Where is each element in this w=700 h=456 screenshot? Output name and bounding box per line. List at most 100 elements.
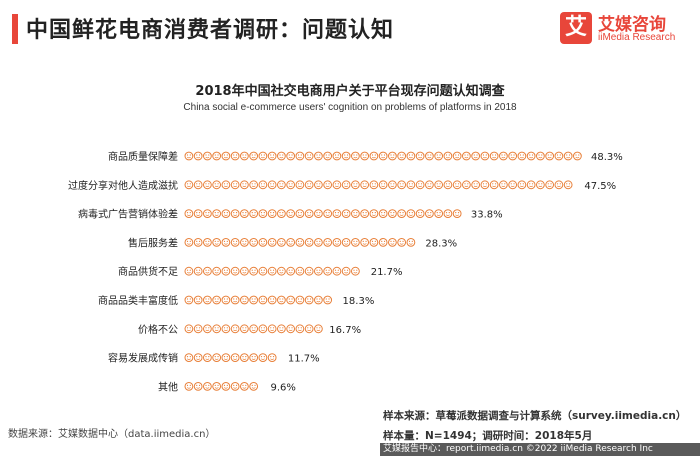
smiley-icon	[415, 180, 425, 190]
smiley-icon	[230, 266, 240, 276]
category-label: 商品质量保障差	[108, 150, 178, 163]
smiley-icon	[267, 266, 277, 276]
smiley-icon	[212, 382, 222, 391]
smiley-icon	[258, 209, 268, 219]
smiley-icon	[295, 209, 305, 219]
smiley-icon	[212, 353, 222, 363]
smiley-icon	[323, 266, 333, 276]
smiley-icon	[193, 295, 203, 305]
smiley-icon	[184, 238, 194, 247]
smiley-icon	[443, 151, 453, 161]
smiley-icon	[573, 151, 582, 161]
smiley-icon	[323, 295, 333, 305]
smiley-icon	[341, 266, 351, 276]
smiley-icon	[536, 180, 545, 190]
smiley-icon	[193, 209, 203, 219]
smiley-icon	[258, 266, 268, 276]
smiley-icon	[323, 238, 333, 247]
smiley-icon	[277, 209, 286, 219]
smiley-icon	[249, 295, 259, 305]
smiley-icon	[378, 209, 388, 219]
bar-pictograph	[184, 324, 323, 334]
smiley-icon	[240, 180, 249, 190]
smiley-icon	[304, 266, 314, 276]
smiley-icon	[193, 382, 203, 391]
smiley-icon	[314, 295, 323, 305]
smiley-icon	[397, 238, 407, 247]
smiley-icon	[221, 295, 231, 305]
smiley-icon	[184, 266, 194, 276]
smiley-icon	[397, 209, 407, 219]
smiley-icon	[249, 238, 259, 247]
smiley-icon	[341, 209, 351, 219]
smiley-icon	[203, 382, 212, 391]
smiley-icon	[360, 151, 370, 161]
smiley-icon	[221, 151, 231, 161]
smiley-icon	[203, 324, 212, 334]
smiley-icon	[480, 180, 490, 190]
smiley-icon	[489, 180, 499, 190]
bar-pictograph	[184, 295, 333, 305]
smiley-icon	[230, 382, 240, 391]
smiley-icon	[184, 382, 194, 391]
smiley-icon	[277, 266, 286, 276]
smiley-icon	[471, 180, 481, 190]
value-label: 47.5%	[584, 181, 616, 192]
smiley-icon	[295, 151, 305, 161]
smiley-icon	[258, 238, 268, 247]
smiley-icon	[203, 209, 212, 219]
smiley-icon	[240, 353, 249, 363]
smiley-icon	[517, 151, 527, 161]
category-label: 其他	[158, 380, 178, 393]
smiley-icon	[517, 180, 527, 190]
smiley-icon	[212, 151, 222, 161]
smiley-icon	[240, 382, 249, 391]
smiley-icon	[508, 180, 518, 190]
category-label: 病毒式广告营销体验差	[78, 208, 178, 221]
value-label: 33.8%	[471, 210, 503, 221]
bar-pictograph	[184, 382, 259, 391]
smiley-icon	[203, 353, 212, 363]
smiley-icon	[378, 238, 388, 247]
smiley-icon	[480, 151, 490, 161]
smiley-icon	[415, 151, 425, 161]
value-label: 18.3%	[343, 296, 375, 307]
brand-name-cn: 艾媒咨询	[598, 15, 666, 35]
smiley-icon	[351, 151, 360, 161]
smiley-icon	[406, 180, 416, 190]
smiley-icon	[341, 238, 351, 247]
bar-pictograph	[184, 180, 573, 190]
category-label: 商品供货不足	[118, 265, 178, 278]
smiley-icon	[341, 180, 351, 190]
bar-pictograph	[184, 238, 416, 247]
smiley-icon	[351, 266, 360, 276]
smiley-icon	[489, 151, 499, 161]
smiley-icon	[304, 238, 314, 247]
smiley-icon	[462, 151, 471, 161]
smiley-icon	[332, 209, 342, 219]
bar-pictograph	[184, 266, 360, 276]
smiley-icon	[388, 238, 397, 247]
smiley-icon	[221, 209, 231, 219]
smiley-icon	[267, 151, 277, 161]
smiley-icon	[369, 151, 379, 161]
smiley-icon	[240, 151, 249, 161]
smiley-icon	[267, 295, 277, 305]
smiley-icon	[378, 180, 388, 190]
smiley-icon	[286, 238, 296, 247]
smiley-icon	[314, 324, 323, 334]
smiley-icon	[369, 209, 379, 219]
smiley-icon	[286, 324, 296, 334]
smiley-icon	[360, 238, 370, 247]
bar-pictograph	[184, 209, 462, 219]
smiley-icon	[203, 238, 212, 247]
smiley-icon	[249, 353, 259, 363]
smiley-icon	[249, 151, 259, 161]
value-label: 16.7%	[329, 325, 361, 336]
smiley-icon	[314, 180, 323, 190]
smiley-icon	[425, 209, 434, 219]
footer-strip	[380, 443, 700, 456]
smiley-icon	[203, 266, 212, 276]
bar-pictograph	[184, 151, 582, 161]
smiley-icon	[434, 180, 444, 190]
